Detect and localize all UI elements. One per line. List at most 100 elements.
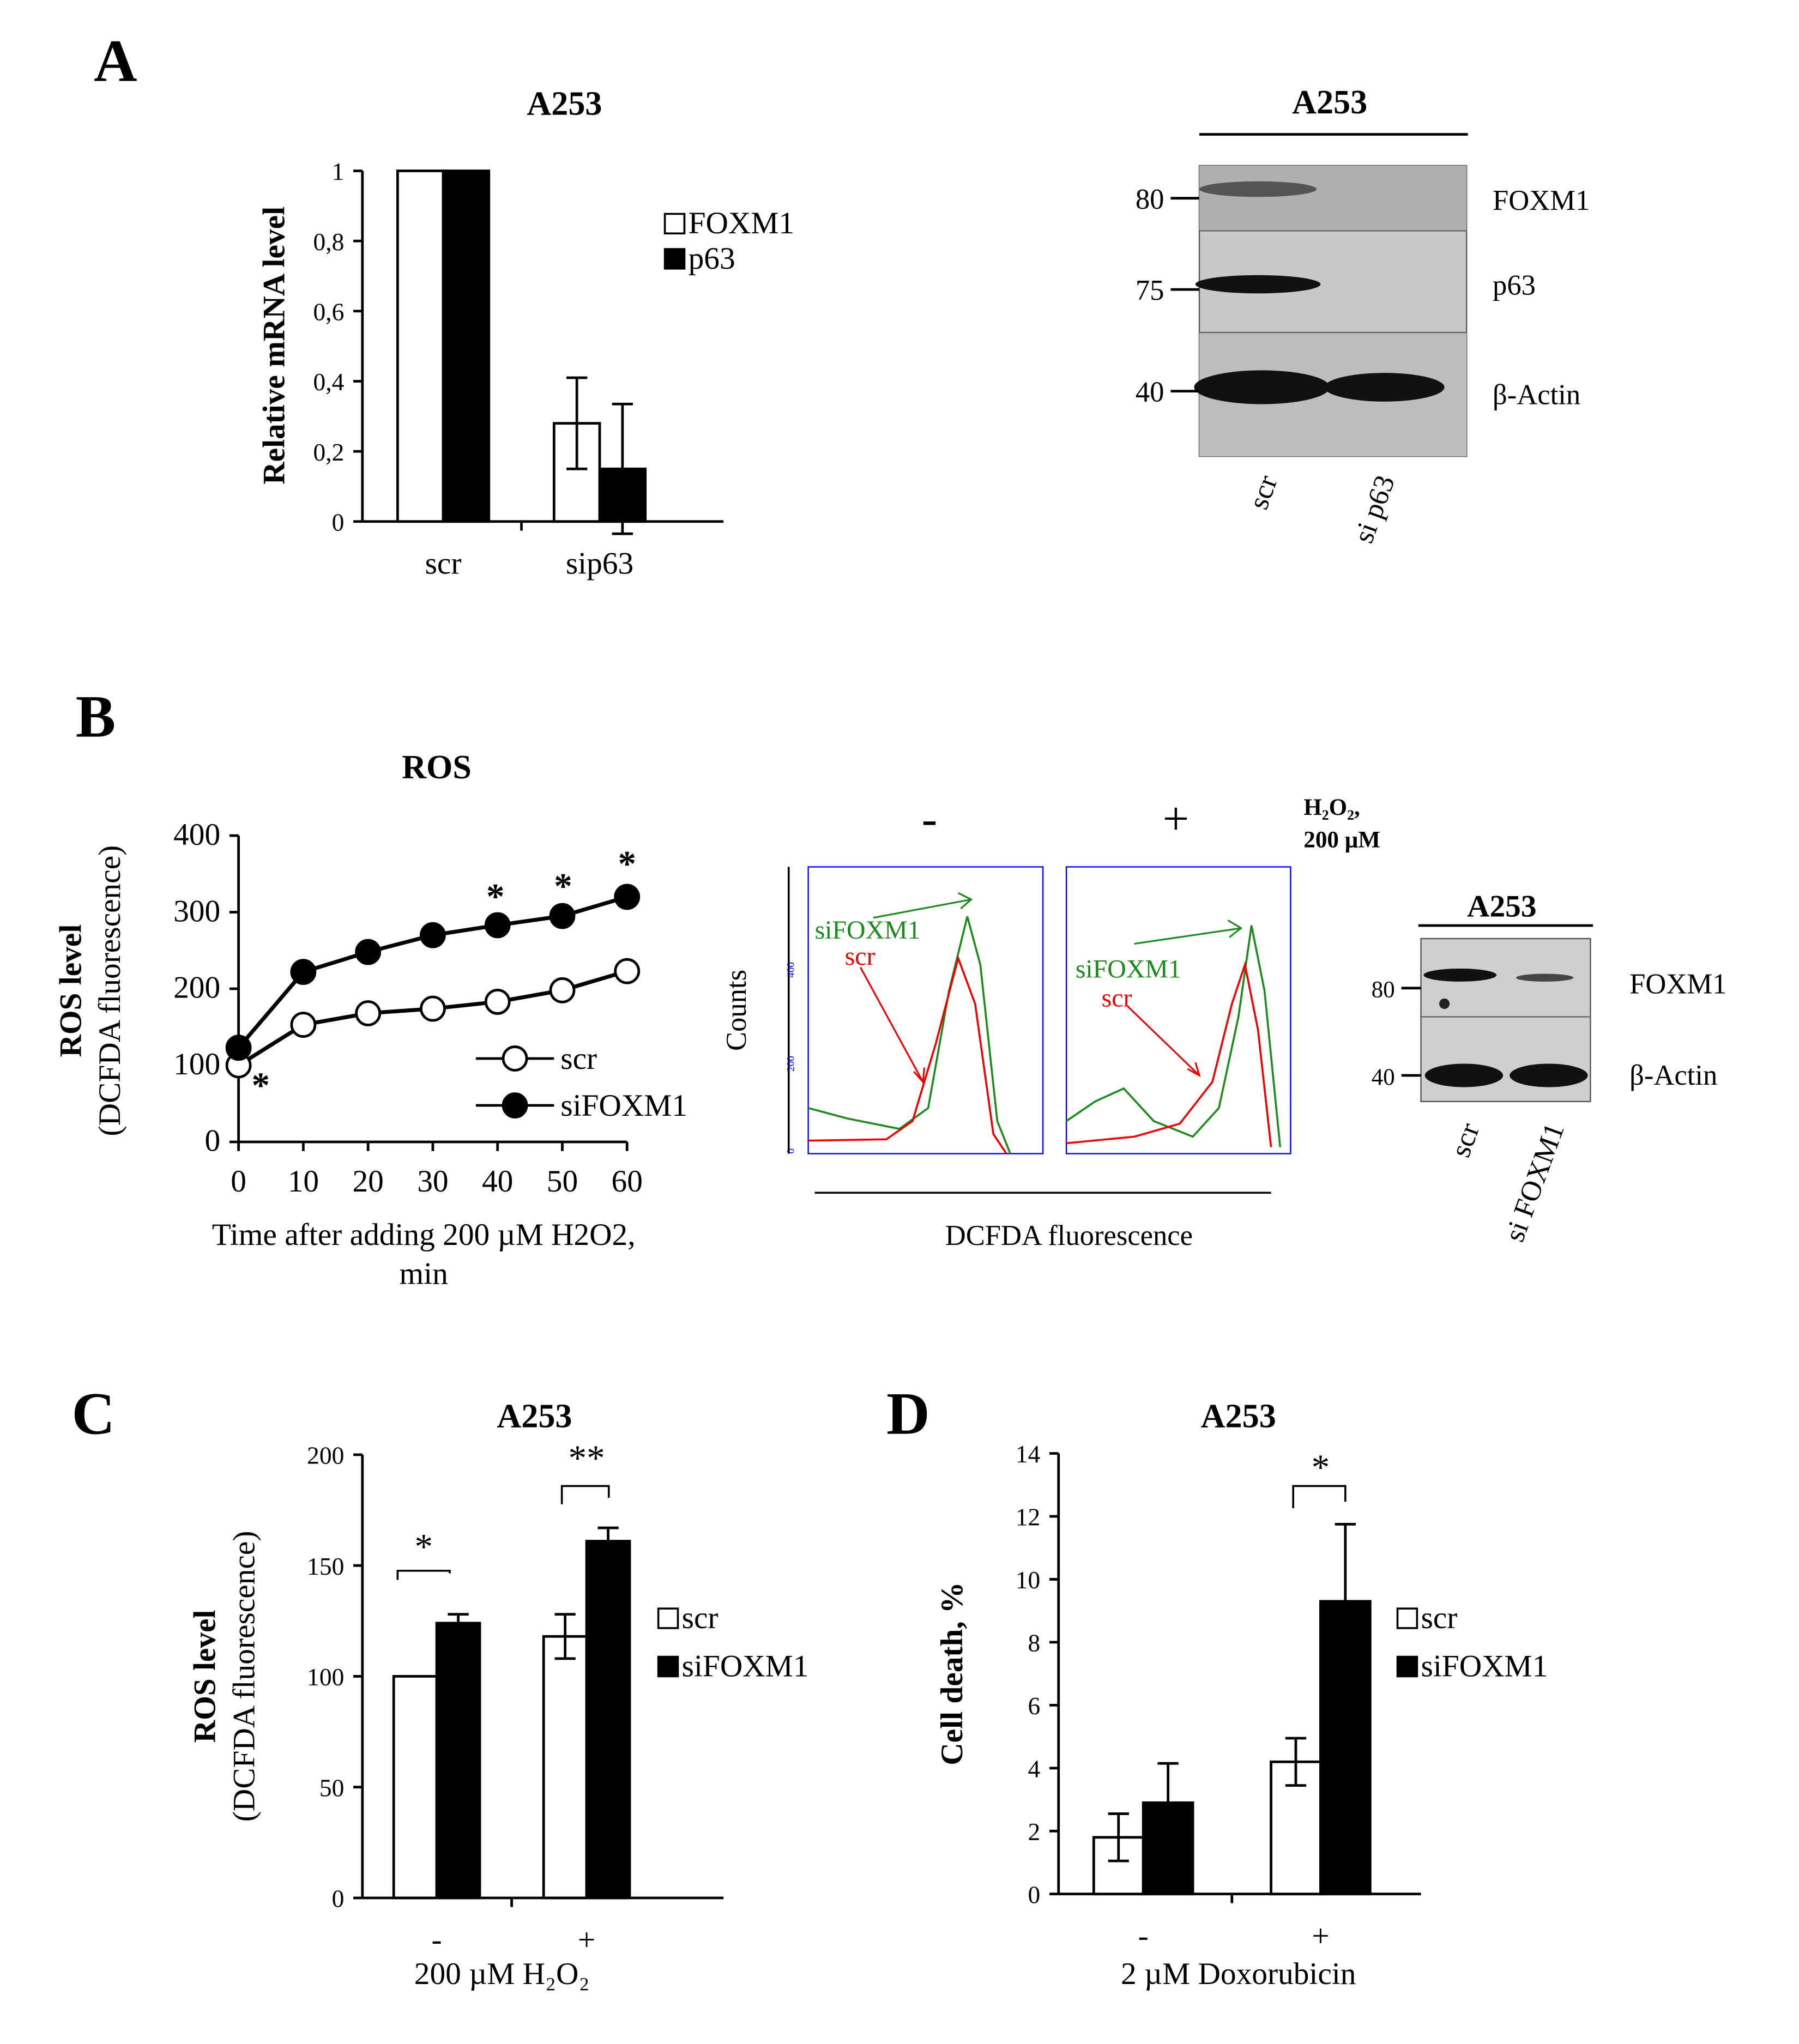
legend-label: scr [1421,1601,1458,1635]
flow-cytometry: - + H₂O₂, 200 µM Counts DCFDA fluorescen… [721,793,1380,1251]
significance-bracket [1292,1485,1347,1508]
y-label: (DCFDA fluorescence) [227,1531,261,1822]
marker [355,1000,382,1026]
significance-bracket [396,1569,451,1580]
y-tick-label: 0 [332,1885,345,1913]
y-label: (DCFDA fluorescence) [93,845,127,1136]
flow-tick: 0 [785,1148,796,1154]
x-tick-label: 0 [231,1164,246,1199]
y-label: Cell death, % [935,1582,969,1765]
x-tick-label: - [432,1923,442,1957]
y-label: Counts [721,970,752,1051]
chart-title: A253 [497,1398,572,1435]
y-tick-label: 50 [319,1774,344,1801]
bar [396,170,445,523]
legend-marker [502,1045,528,1072]
y-label: ROS level [53,924,88,1057]
x-label: 2 µM Doxorubicin [1121,1957,1356,1991]
marker [549,977,576,1003]
mw-marker: 80 [1136,184,1164,215]
significance-bracket [560,1485,610,1504]
error-bar [597,1526,619,1556]
curve-label: scr [1102,983,1132,1012]
x-tick-label: 30 [417,1164,448,1199]
marker [420,995,446,1022]
mw-marker: 40 [1372,1065,1395,1090]
annotation: ** [569,1438,605,1479]
x-label: Time after adding 200 µM H2O2, [212,1218,636,1252]
y-tick-label: 6 [1028,1692,1041,1720]
protein-label: FOXM1 [1629,968,1726,1000]
curve-label: scr [845,942,876,971]
error-bar [1108,1812,1129,1862]
error-bar [1157,1762,1179,1843]
legend-marker [502,1092,528,1118]
y-tick-label: 0,8 [313,228,345,256]
annotation: * [486,876,504,917]
error-bar [612,402,633,535]
marker [355,939,382,965]
x-tick-label: 40 [482,1164,513,1199]
error-bar [448,1613,469,1634]
protein-label: p63 [1493,270,1536,301]
y-tick-label: 150 [307,1553,344,1580]
x-tick-label: sip63 [566,546,633,580]
blot-a: A253 80 75 40 FOXM1 p63 β-Actin scr si p… [1136,84,1590,547]
marker [549,903,576,929]
y-tick-label: 200 [307,1442,344,1469]
y-tick-label: 0,6 [313,299,345,326]
y-tick-label: 100 [173,1047,220,1081]
protein-label: β-Actin [1629,1060,1717,1091]
marker [225,1035,252,1061]
y-tick-label: 1 [332,158,345,185]
blot-title: A253 [1467,889,1537,923]
legend-label: siFOXM1 [682,1649,809,1683]
error-bar [566,376,588,470]
x-tick-label: 20 [352,1164,383,1199]
annotation: * [252,1066,270,1106]
curve-label: siFOXM1 [1076,955,1181,984]
annotation: * [1312,1447,1330,1487]
lane-label: scr [1242,471,1284,513]
x-label: 200 µM H₂O₂ [414,1957,590,1991]
legend-label: scr [560,1042,597,1076]
y-tick-label: 0,2 [313,439,345,466]
flow-tick: 400 [785,962,796,978]
treatment-label: H₂O₂, [1303,795,1360,820]
mw-marker: 40 [1136,377,1164,408]
y-label: ROS level [188,1610,222,1743]
legend-swatch [663,248,686,270]
y-tick-label: 0 [1028,1882,1041,1909]
legend-label: scr [682,1601,719,1635]
lane-label: scr [1445,1119,1486,1162]
y-tick-label: 300 [173,894,220,928]
legend-swatch [1396,1607,1418,1629]
y-tick-label: 400 [173,818,220,852]
y-tick-label: 200 [173,971,220,1005]
chart-title: A253 [527,86,602,123]
x-tick-label: 50 [547,1164,578,1199]
mw-marker: 75 [1136,275,1164,306]
legend-label: siFOXM1 [560,1088,687,1123]
panel-letter: D [886,1381,929,1447]
y-tick-label: 14 [1016,1441,1040,1468]
y-tick-label: 4 [1028,1756,1041,1783]
x-tick-label: scr [425,546,462,580]
legend-label: FOXM1 [689,206,794,240]
curve-label: siFOXM1 [815,916,921,945]
marker [614,958,641,984]
panel-letter: A [94,27,137,94]
marker [420,922,446,948]
mw-marker: 80 [1372,977,1395,1003]
x-label: min [400,1257,448,1291]
lane-label: si p63 [1348,471,1401,547]
blot-title: A253 [1292,84,1367,121]
protein-label: FOXM1 [1493,185,1590,216]
y-tick-label: 0 [204,1124,220,1158]
legend-swatch [657,1655,679,1678]
legend-swatch [1396,1655,1418,1678]
legend-swatch [663,213,686,235]
error-bar [1285,1737,1307,1787]
x-tick-label: + [1312,1919,1329,1953]
